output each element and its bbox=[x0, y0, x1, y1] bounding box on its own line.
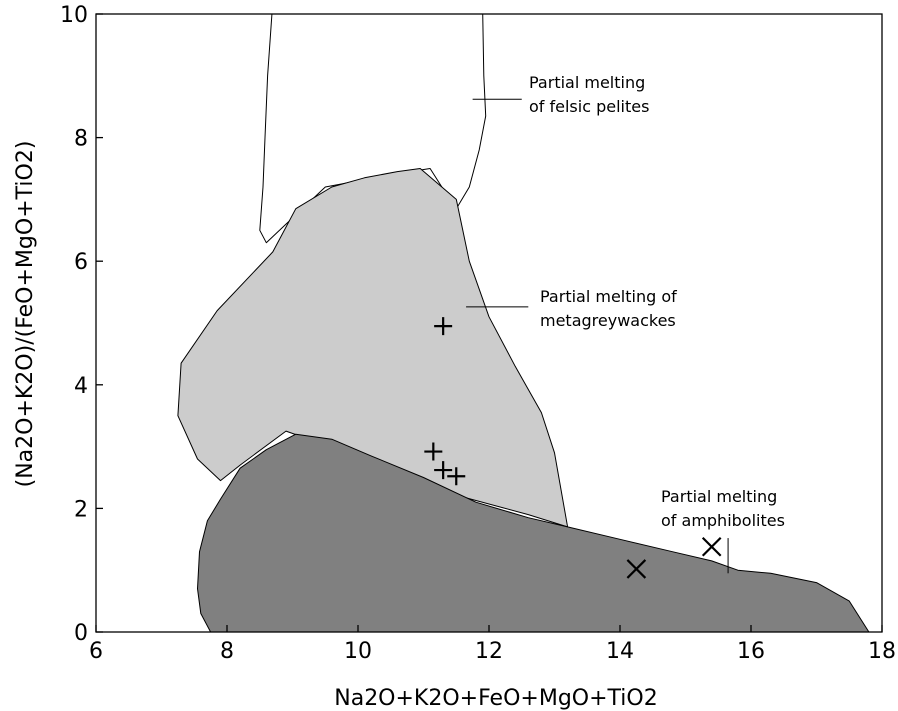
point-x-0 bbox=[626, 559, 647, 579]
x-tick-label-14: 14 bbox=[606, 639, 634, 664]
x-tick-label-10: 10 bbox=[344, 639, 372, 664]
annotation-meta-line2: metagreywackes bbox=[540, 311, 676, 330]
y-tick-label-0: 0 bbox=[74, 621, 88, 646]
y-tick-label-8: 8 bbox=[74, 127, 88, 152]
point-plus-2 bbox=[434, 461, 453, 480]
x-tick-label-6: 6 bbox=[89, 639, 103, 664]
annotation-meta-line1: Partial melting of bbox=[540, 287, 677, 306]
point-plus-1 bbox=[424, 442, 443, 461]
annotation-felsic-pelites: Partial melting of felsic pelites bbox=[529, 73, 649, 116]
point-x-1 bbox=[701, 536, 722, 557]
annotation-felsic-line1: Partial melting bbox=[529, 73, 645, 92]
field-felsic-pelites bbox=[259, 14, 487, 244]
x-tick-label-12: 12 bbox=[475, 639, 503, 664]
point-plus-0 bbox=[434, 317, 453, 336]
x-tick-label-16: 16 bbox=[737, 639, 765, 664]
y-tick-label-4: 4 bbox=[74, 374, 88, 399]
field-amphibolites bbox=[197, 433, 870, 632]
ticks-layer: 6 8 10 12 14 16 18 0 2 4 6 8 10 bbox=[60, 3, 896, 664]
annotation-felsic-line2: of felsic pelites bbox=[529, 97, 649, 116]
point-plus-3 bbox=[447, 467, 466, 486]
annotation-amphibolites: Partial melting of amphibolites bbox=[661, 487, 785, 530]
y-tick-label-2: 2 bbox=[74, 497, 88, 522]
annotation-metagreywackes: Partial melting of metagreywackes bbox=[540, 287, 677, 330]
field-metagreywackes bbox=[177, 168, 569, 528]
annotation-amph-line2: of amphibolites bbox=[661, 511, 785, 530]
x-tick-label-8: 8 bbox=[220, 639, 234, 664]
points-layer bbox=[424, 317, 722, 579]
x-tick-label-18: 18 bbox=[868, 639, 896, 664]
y-axis-title: (Na2O+K2O)/(FeO+MgO+TiO2) bbox=[13, 141, 38, 488]
fields-layer bbox=[177, 14, 870, 632]
leaders-layer bbox=[466, 98, 729, 574]
annotation-amph-line1: Partial melting bbox=[661, 487, 777, 506]
y-tick-label-6: 6 bbox=[74, 250, 88, 275]
x-axis-title: Na2O+K2O+FeO+MgO+TiO2 bbox=[334, 686, 657, 711]
y-tick-label-10: 10 bbox=[60, 3, 88, 28]
